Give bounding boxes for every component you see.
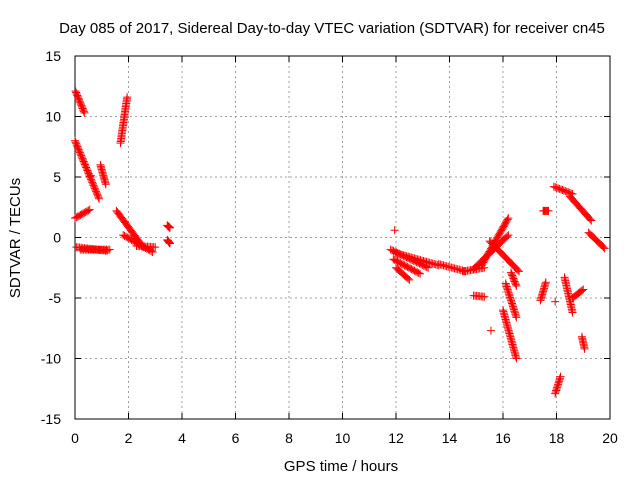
data-point [584, 228, 593, 237]
y-axis-label: SDTVAR / TECUs [7, 178, 24, 298]
data-point [147, 247, 156, 256]
data-point [503, 232, 512, 241]
data-point [580, 344, 589, 353]
x-tick-label: 2 [125, 430, 133, 446]
data-point [598, 242, 607, 251]
data-point [512, 354, 521, 363]
data-point [578, 286, 587, 295]
data-point [404, 274, 413, 283]
data-point [589, 233, 598, 242]
data-point [503, 215, 512, 224]
data-point [84, 206, 93, 215]
y-tick-label: 5 [53, 169, 61, 185]
data-point [600, 244, 609, 253]
data-point [504, 214, 513, 223]
data-point [541, 278, 550, 287]
data-point [87, 171, 96, 180]
data-point [512, 281, 521, 290]
data-point [594, 238, 603, 247]
data-point [591, 235, 600, 244]
y-tick-label: 15 [45, 48, 61, 64]
data-point [593, 237, 602, 246]
x-tick-label: 12 [388, 430, 404, 446]
x-tick-label: 8 [285, 430, 293, 446]
data-point [151, 243, 160, 252]
data-point [556, 372, 565, 381]
data-point [515, 267, 524, 276]
data-point [95, 194, 104, 203]
data-point [405, 275, 414, 284]
x-tick-label: 18 [549, 430, 565, 446]
data-point [80, 108, 89, 117]
data-point [85, 205, 94, 214]
data-point [165, 223, 174, 232]
x-tick-labels: 0 2 4 6 8 10 12 14 16 18 20 [71, 430, 618, 446]
data-point [480, 292, 489, 301]
x-tick-label: 16 [495, 430, 511, 446]
data-point [123, 93, 132, 102]
data-point [512, 313, 521, 322]
data-point [585, 229, 594, 238]
y-tick-label: 0 [53, 230, 61, 246]
axis-ticks [74, 55, 611, 420]
data-point [504, 231, 513, 240]
y-tick-labels: -15 -10 -5 0 5 10 15 [41, 48, 61, 427]
data-point [586, 230, 595, 239]
x-tick-label: 6 [232, 430, 240, 446]
x-tick-label: 0 [71, 430, 79, 446]
x-tick-label: 4 [178, 430, 186, 446]
data-point [568, 308, 577, 317]
data-point [511, 280, 520, 289]
data-point [414, 269, 423, 278]
y-tick-label: -5 [49, 290, 62, 306]
data-point [105, 245, 114, 254]
data-point [486, 326, 495, 335]
data-point [513, 266, 522, 275]
data-point [592, 236, 601, 245]
x-tick-label: 20 [602, 430, 618, 446]
data-point [597, 241, 606, 250]
data-point [94, 193, 103, 202]
data-point [101, 180, 110, 189]
data-point [579, 285, 588, 294]
data-point [586, 215, 595, 224]
data-point [551, 297, 560, 306]
data-point [416, 269, 425, 278]
data-point [587, 216, 596, 225]
x-tick-label: 10 [335, 430, 351, 446]
data-point [544, 206, 553, 215]
data-point [596, 239, 605, 248]
y-tick-label: -10 [41, 351, 61, 367]
chart-title: Day 085 of 2017, Sidereal Day-to-day VTE… [59, 20, 605, 37]
data-point [165, 239, 174, 248]
data-point [588, 232, 597, 241]
data-point [599, 243, 608, 252]
x-axis-label: GPS time / hours [284, 458, 398, 475]
grid-lines [75, 56, 610, 419]
x-tick-label: 14 [442, 430, 458, 446]
data-point [79, 107, 88, 116]
y-tick-label: 10 [45, 109, 61, 125]
y-tick-label: -15 [41, 411, 61, 427]
data-points [71, 87, 609, 398]
data-point [390, 226, 399, 235]
data-point [590, 234, 599, 243]
